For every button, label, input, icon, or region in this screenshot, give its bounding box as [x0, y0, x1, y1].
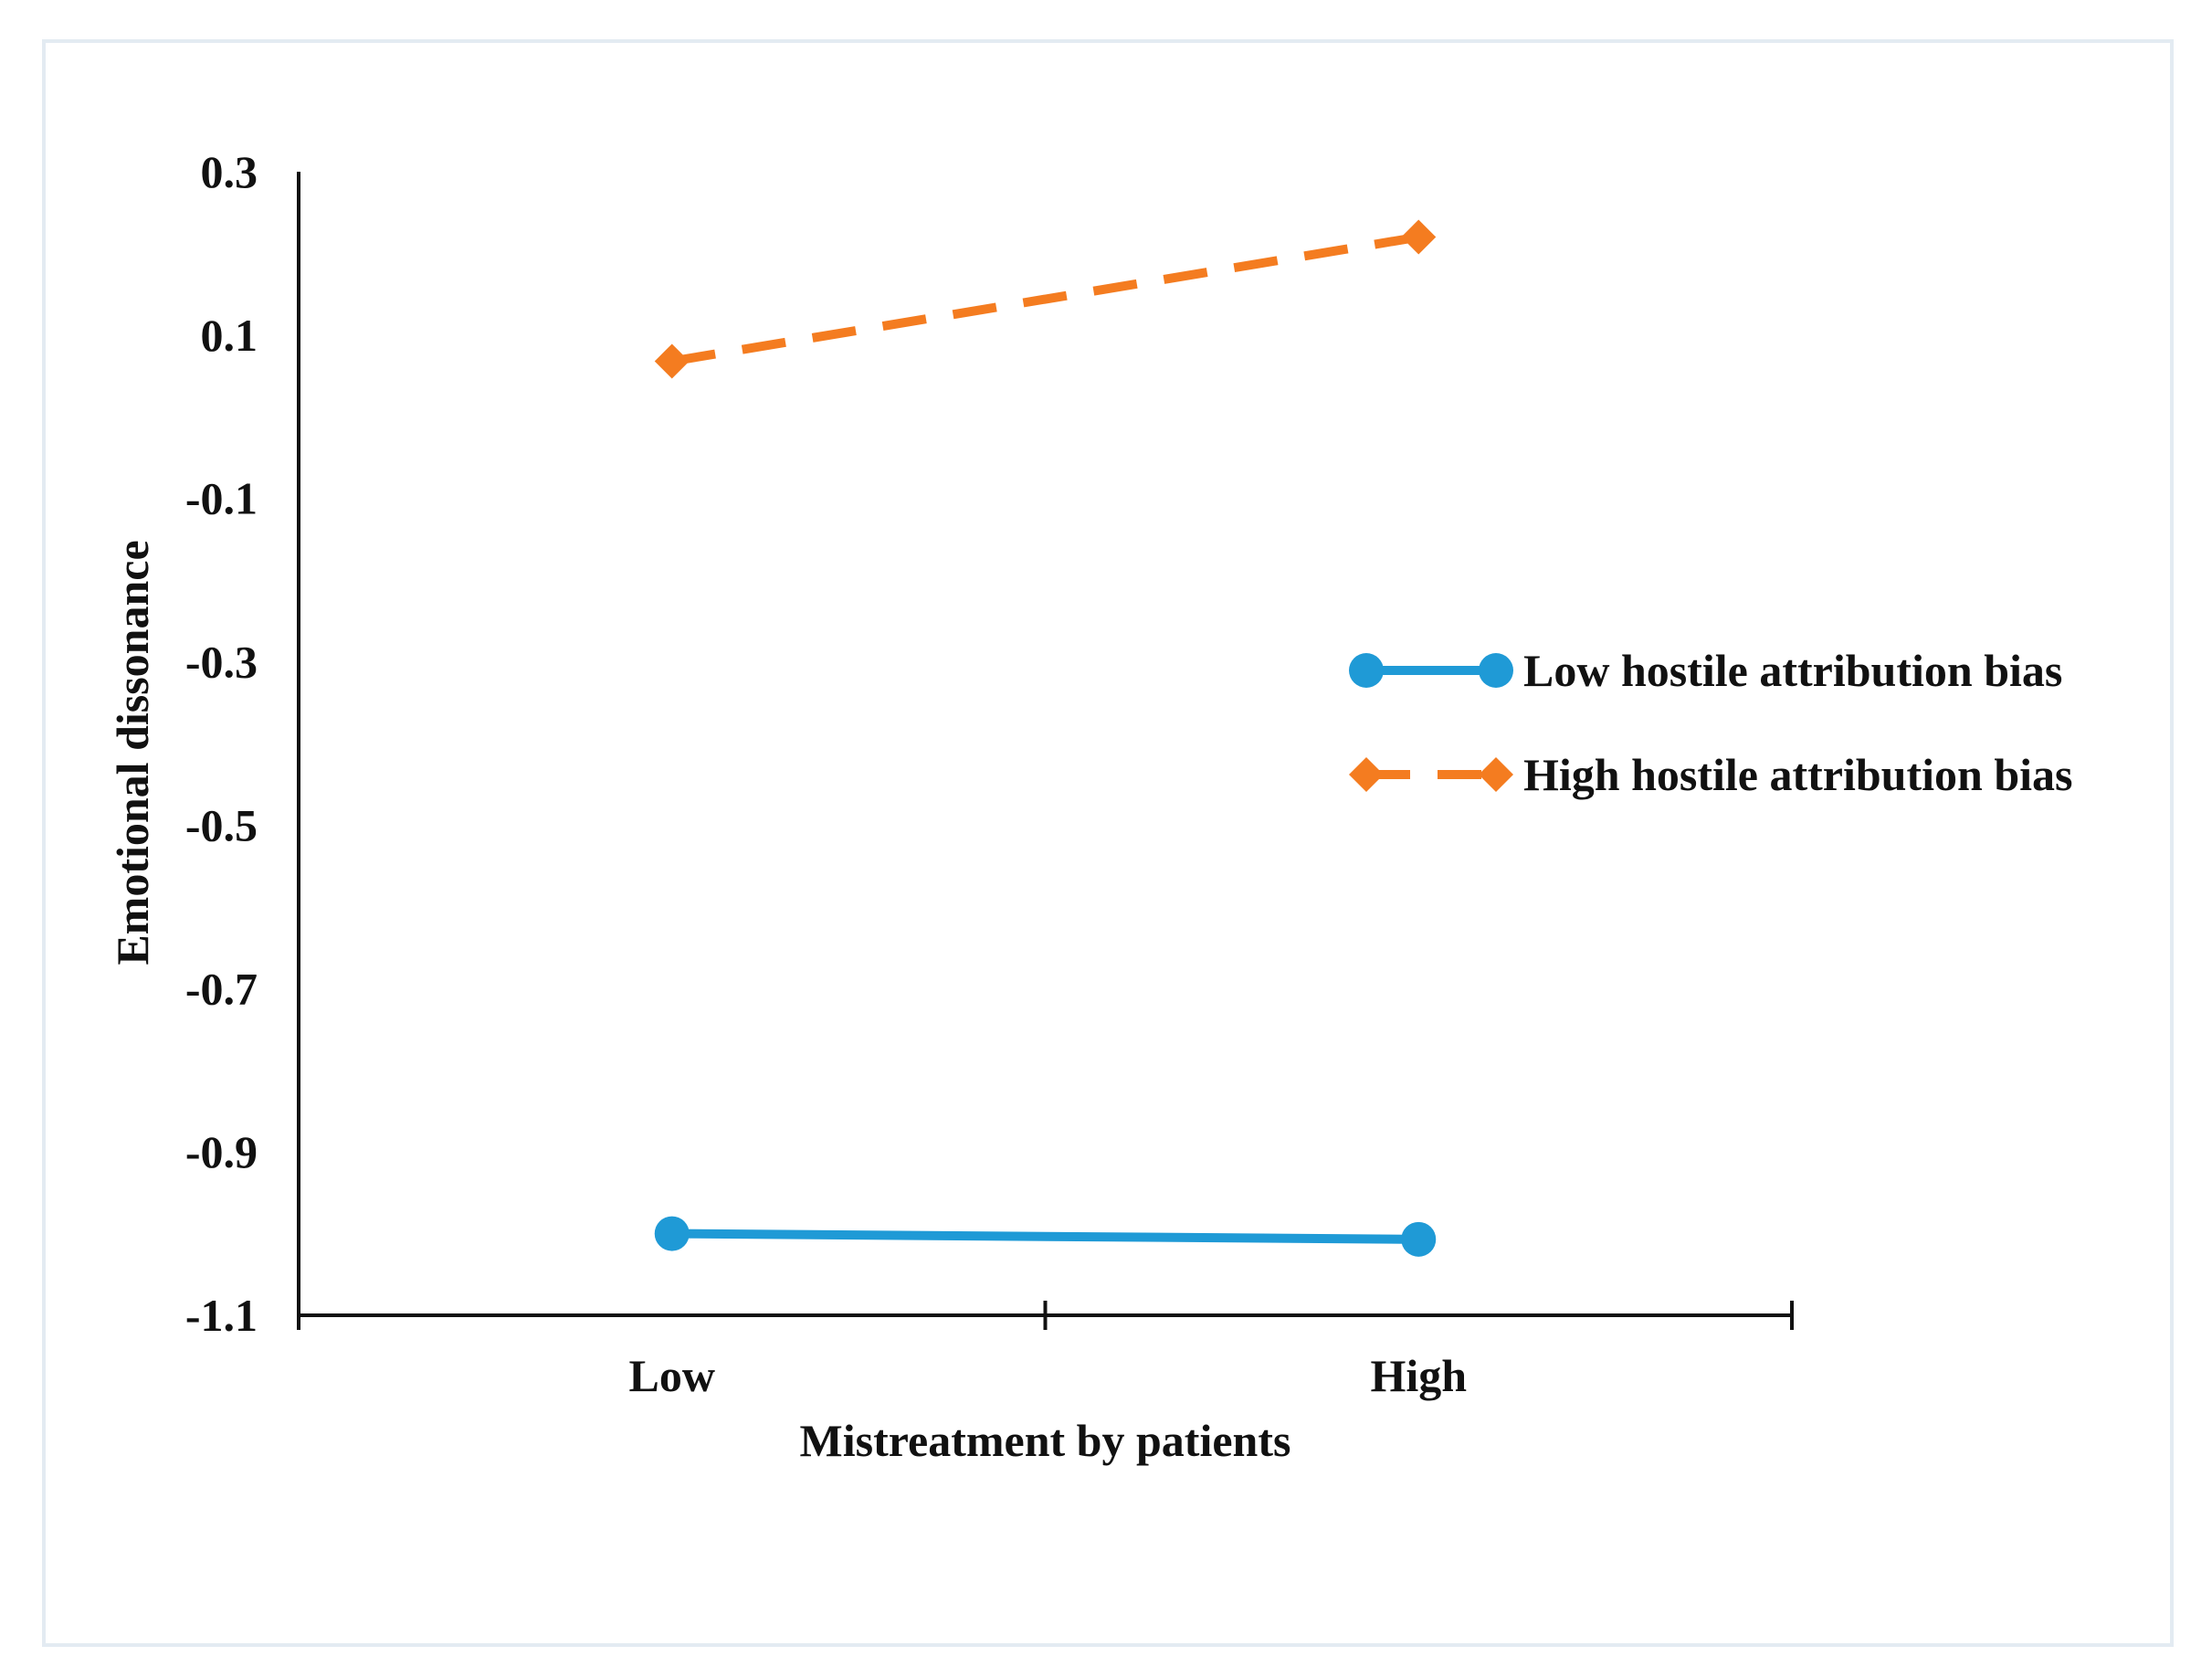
y-tick-label: 0.1 [201, 310, 258, 361]
series-2 [654, 219, 1437, 379]
data-point [1401, 219, 1437, 255]
axes [297, 172, 1792, 1317]
data-point [1401, 1221, 1437, 1257]
series-1 [654, 1216, 1437, 1257]
y-axis-title: Emotional dissonance [107, 540, 158, 965]
y-tick-labels: 0.3 0.1 -0.1 -0.3 -0.5 -0.7 -0.9 -1.1 [185, 146, 258, 1341]
y-tick-label: 0.3 [201, 146, 258, 197]
legend-item: High hostile attribution bias [1349, 749, 2073, 800]
y-tick-label: -0.3 [185, 637, 258, 688]
chart-frame [42, 39, 2174, 1647]
legend-label: High hostile attribution bias [1523, 749, 2073, 800]
legend-marker [1479, 757, 1513, 792]
y-tick-label: -1.1 [185, 1290, 258, 1341]
y-tick-label: -0.9 [185, 1126, 258, 1177]
data-point [654, 343, 690, 379]
series-line [671, 1229, 1419, 1244]
x-ticks: Low High [297, 1301, 1794, 1401]
legend: Low hostile attribution bias High hostile… [1349, 645, 2073, 800]
series-line [670, 232, 1420, 366]
x-tick-label: High [1370, 1350, 1467, 1401]
x-tick-label: Low [629, 1350, 715, 1401]
series-layer [654, 219, 1437, 1257]
legend-marker [1349, 757, 1384, 792]
y-tick-label: -0.7 [185, 963, 258, 1014]
legend-marker [1479, 653, 1513, 688]
x-axis-title: Mistreatment by patients [800, 1415, 1291, 1466]
y-tick-label: -0.5 [185, 799, 258, 850]
y-tick-label: -0.1 [185, 473, 258, 524]
legend-item: Low hostile attribution bias [1349, 645, 2062, 696]
legend-marker [1349, 653, 1384, 688]
data-point [654, 1216, 690, 1251]
legend-label: Low hostile attribution bias [1523, 645, 2062, 696]
